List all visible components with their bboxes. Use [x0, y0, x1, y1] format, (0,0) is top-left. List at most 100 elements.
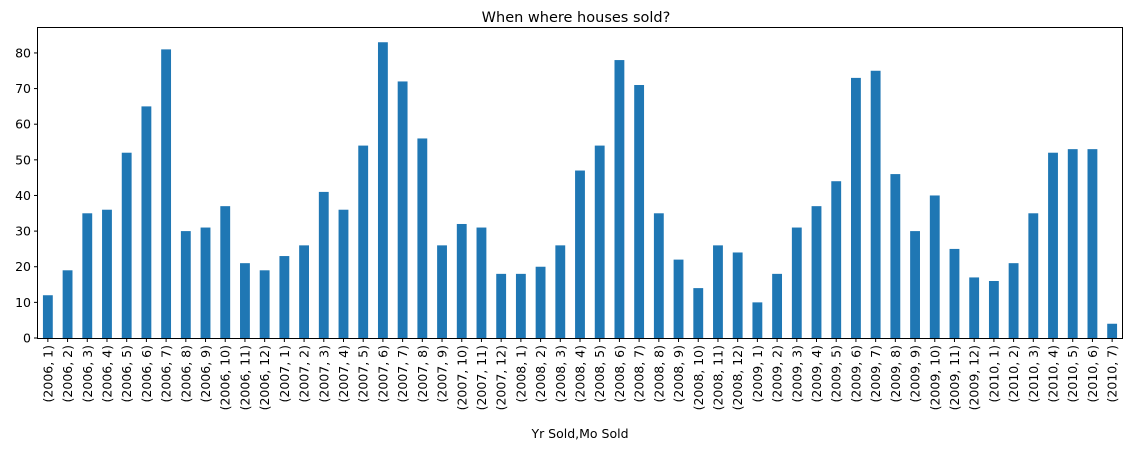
- bar: [910, 231, 920, 338]
- bar: [42, 295, 53, 338]
- x-tick-label: (2010, 1): [986, 345, 1001, 402]
- bar: [476, 227, 487, 338]
- x-tick-label: (2008, 5): [592, 345, 607, 402]
- bar: [614, 60, 625, 338]
- bar: [121, 152, 132, 338]
- bar: [1008, 263, 1019, 338]
- bar: [437, 245, 447, 338]
- y-tick-label: 30: [15, 224, 31, 239]
- bar: [515, 273, 526, 338]
- chart-title: When where houses sold?: [482, 10, 671, 26]
- x-tick-label: (2008, 1): [513, 345, 528, 402]
- x-tick-label: (2008, 2): [533, 345, 548, 402]
- x-tick-label: (2007, 1): [277, 345, 292, 402]
- bar: [141, 106, 152, 338]
- y-tick-label: 20: [15, 259, 31, 274]
- bar: [338, 209, 349, 338]
- bar: [318, 191, 329, 338]
- bar: [180, 231, 191, 338]
- bar: [575, 170, 585, 338]
- x-tick-label: (2007, 11): [474, 345, 489, 410]
- x-tick-label: (2009, 12): [967, 345, 982, 410]
- bar: [1028, 213, 1039, 338]
- x-tick-label: (2009, 11): [947, 345, 962, 410]
- x-tick-label: (2006, 5): [119, 345, 134, 402]
- x-tick-label: (2008, 3): [553, 345, 568, 402]
- bar: [673, 259, 684, 338]
- y-tick-label: 70: [15, 81, 31, 96]
- bar: [890, 174, 901, 338]
- x-axis-label: Yr Sold,Mo Sold: [530, 426, 628, 441]
- bar: [555, 245, 566, 338]
- x-tick-label: (2010, 5): [1065, 345, 1080, 402]
- bar: [870, 70, 881, 338]
- x-tick-label: (2010, 3): [1026, 345, 1041, 402]
- x-tick-label: (2007, 5): [356, 345, 371, 402]
- bar: [949, 248, 960, 338]
- x-tick-label: (2006, 1): [40, 345, 55, 402]
- bar: [811, 206, 822, 338]
- x-tick-label: (2009, 4): [809, 345, 824, 402]
- bar: [693, 288, 704, 338]
- x-tick-label: (2007, 4): [336, 345, 351, 402]
- x-tick-label: (2006, 11): [237, 345, 252, 410]
- bar: [713, 245, 723, 338]
- bar: [279, 256, 290, 338]
- y-tick-label: 50: [15, 152, 31, 167]
- x-axis: (2006, 1) (2006, 2) (2006, 3) (2006, 4) (200…: [40, 338, 1120, 410]
- x-tick-label: (2010, 6): [1085, 345, 1100, 402]
- x-tick-label: (2008, 10): [691, 345, 706, 410]
- bar: [1107, 323, 1118, 338]
- x-tick-label: (2009, 6): [848, 345, 863, 402]
- x-tick-label: (2007, 6): [375, 345, 390, 402]
- x-tick-label: (2008, 8): [651, 345, 666, 402]
- bar: [1048, 152, 1058, 338]
- x-tick-label: (2006, 3): [80, 345, 95, 402]
- x-tick-label: (2008, 7): [632, 345, 647, 402]
- bars-group: [42, 42, 1118, 338]
- bar: [851, 77, 861, 338]
- bar: [456, 223, 467, 338]
- x-tick-label: (2007, 8): [415, 345, 430, 402]
- x-tick-label: (2007, 12): [494, 345, 509, 410]
- bar: [1067, 149, 1078, 338]
- x-tick-label: (2007, 2): [297, 345, 312, 402]
- x-tick-label: (2009, 2): [770, 345, 785, 402]
- bar: [397, 81, 408, 338]
- bar: [772, 273, 783, 338]
- x-tick-label: (2007, 9): [435, 345, 450, 402]
- bar: [969, 277, 980, 338]
- y-tick-label: 10: [15, 295, 31, 310]
- x-tick-label: (2007, 10): [454, 345, 469, 410]
- x-tick-label: (2008, 12): [730, 345, 745, 410]
- bar: [82, 213, 93, 338]
- x-tick-label: (2009, 1): [750, 345, 765, 402]
- bar: [220, 206, 231, 338]
- x-tick-label: (2009, 7): [868, 345, 883, 402]
- bar: [1087, 149, 1098, 338]
- bar: [831, 181, 842, 338]
- x-tick-label: (2006, 6): [139, 345, 154, 402]
- x-tick-label: (2006, 7): [159, 345, 174, 402]
- bar: [200, 227, 211, 338]
- x-tick-label: (2009, 5): [829, 345, 844, 402]
- bar: [732, 252, 743, 338]
- plot-frame: [37, 27, 1123, 339]
- bar: [752, 302, 763, 338]
- x-tick-label: (2008, 6): [612, 345, 627, 402]
- bar: [299, 245, 309, 338]
- bar: [62, 270, 73, 338]
- bar: [634, 85, 645, 338]
- x-tick-label: (2009, 10): [927, 345, 942, 410]
- x-tick-label: (2006, 10): [218, 345, 233, 410]
- x-tick-label: (2009, 9): [908, 345, 923, 402]
- x-tick-label: (2008, 4): [573, 345, 588, 402]
- y-tick-label: 0: [23, 331, 31, 346]
- bar: [988, 280, 999, 338]
- x-tick-label: (2010, 7): [1105, 345, 1120, 402]
- x-tick-label: (2009, 3): [789, 345, 804, 402]
- x-tick-label: (2006, 12): [257, 345, 272, 410]
- bar: [594, 145, 605, 338]
- x-tick-label: (2008, 11): [710, 345, 725, 410]
